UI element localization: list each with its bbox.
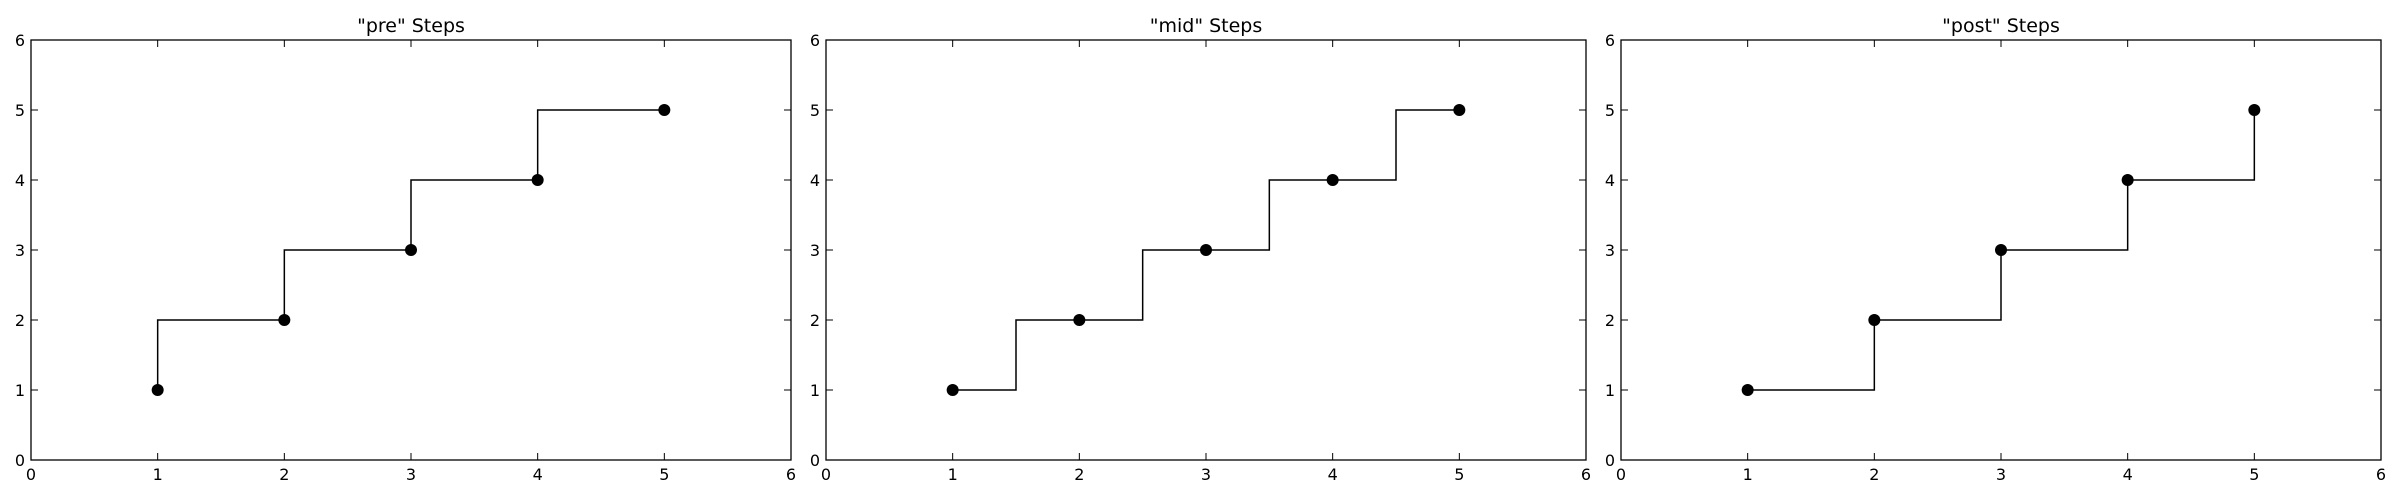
- y-tick-label: 0: [1605, 451, 1615, 470]
- y-tick-label: 0: [15, 451, 25, 470]
- chart-panel-mid: "mid" Steps 0 1 2 3 4 5 6 0 1 2 3 4 5 6: [810, 15, 1591, 484]
- x-tick-label: 1: [948, 465, 958, 484]
- x-tick-label: 1: [153, 465, 163, 484]
- y-tick-label: 2: [1605, 311, 1615, 330]
- data-point: [531, 174, 544, 186]
- chart-title: "mid" Steps: [1150, 15, 1263, 37]
- data-point: [1200, 244, 1212, 256]
- y-tick-label: 3: [1605, 241, 1615, 260]
- x-tick-label: 5: [2249, 465, 2259, 484]
- data-point: [278, 314, 291, 326]
- x-tick-label: 2: [1869, 465, 1879, 484]
- y-tick-label: 1: [810, 381, 820, 400]
- data-point: [946, 384, 959, 396]
- y-tick-label: 2: [15, 311, 25, 330]
- chart-title: "pre" Steps: [357, 15, 465, 37]
- data-point: [658, 104, 671, 116]
- x-tick-label: 4: [533, 465, 543, 484]
- data-point: [2121, 174, 2134, 186]
- x-tick-label: 5: [1454, 465, 1464, 484]
- y-tick-label: 4: [810, 171, 820, 190]
- data-point: [151, 384, 164, 396]
- x-tick-label: 5: [659, 465, 669, 484]
- y-tick-label: 5: [810, 101, 820, 120]
- y-tick-label: 5: [1605, 101, 1615, 120]
- chart-panel-post: "post" Steps 0 1 2 3 4 5 6 0 1 2 3 4 5 6: [1605, 15, 2386, 484]
- data-point: [2248, 104, 2261, 116]
- y-tick-label: 3: [810, 241, 820, 260]
- data-point: [1868, 314, 1881, 326]
- x-tick-label: 6: [786, 465, 796, 484]
- data-point: [1741, 384, 1754, 396]
- x-tick-label: 6: [1581, 465, 1591, 484]
- y-tick-label: 3: [15, 241, 25, 260]
- chart-title: "post" Steps: [1942, 15, 2060, 37]
- y-tick-label: 0: [810, 451, 820, 470]
- y-tick-label: 6: [810, 31, 820, 50]
- x-tick-label: 3: [1996, 465, 2006, 484]
- x-tick-label: 0: [1616, 465, 1626, 484]
- x-tick-label: 1: [1743, 465, 1753, 484]
- y-tick-label: 4: [1605, 171, 1615, 190]
- data-point: [1073, 314, 1086, 326]
- x-tick-label: 2: [279, 465, 289, 484]
- x-tick-label: 4: [2123, 465, 2133, 484]
- x-tick-label: 0: [821, 465, 831, 484]
- data-point: [1453, 104, 1466, 116]
- data-point: [1326, 174, 1339, 186]
- y-tick-label: 1: [1605, 381, 1615, 400]
- x-tick-label: 4: [1328, 465, 1338, 484]
- y-tick-label: 1: [15, 381, 25, 400]
- y-tick-label: 4: [15, 171, 25, 190]
- x-tick-label: 0: [26, 465, 36, 484]
- x-tick-label: 2: [1074, 465, 1084, 484]
- chart-panel-pre: "pre" Steps 0 1 2 3 4 5 6 0 1 2 3 4 5 6: [15, 15, 796, 484]
- y-tick-label: 6: [15, 31, 25, 50]
- x-tick-label: 3: [1201, 465, 1211, 484]
- y-tick-label: 5: [15, 101, 25, 120]
- data-point: [1995, 244, 2007, 256]
- x-tick-label: 6: [2376, 465, 2386, 484]
- data-point: [405, 244, 417, 256]
- x-tick-label: 3: [406, 465, 416, 484]
- y-tick-label: 2: [810, 311, 820, 330]
- y-tick-label: 6: [1605, 31, 1615, 50]
